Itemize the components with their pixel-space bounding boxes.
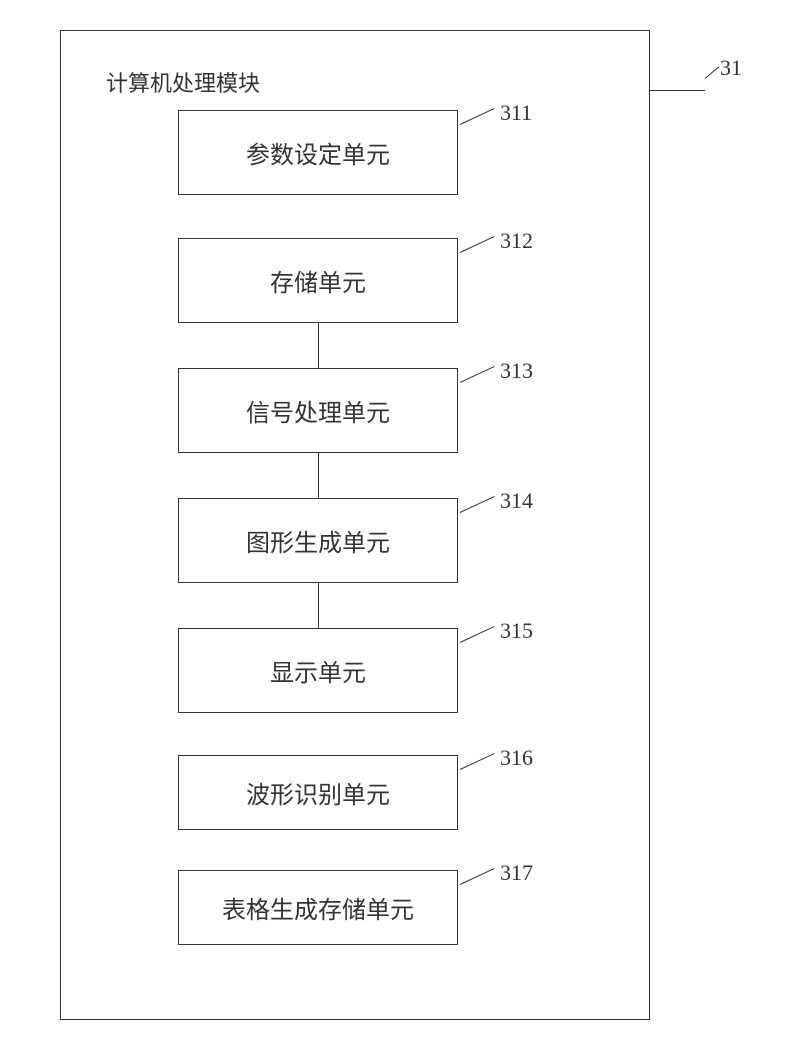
unit-box-313: 信号处理单元 [178,368,458,453]
leader-line-31-d [705,67,719,79]
unit-box-314: 图形生成单元 [178,498,458,583]
unit-box-311: 参数设定单元 [178,110,458,195]
ref-label-312: 312 [500,228,533,254]
ref-label-311: 311 [500,100,532,126]
unit-label-313: 信号处理单元 [246,393,390,428]
unit-box-312: 存储单元 [178,238,458,323]
unit-label-314: 图形生成单元 [246,523,390,558]
ref-label-316: 316 [500,745,533,771]
unit-box-316: 波形识别单元 [178,755,458,830]
unit-label-311: 参数设定单元 [246,135,390,170]
module-title: 计算机处理模块 [106,66,260,98]
unit-label-317: 表格生成存储单元 [222,890,414,925]
outer-label-31: 31 [720,55,742,81]
ref-label-313: 313 [500,358,533,384]
ref-label-317: 317 [500,860,533,886]
connector-312-313 [318,323,319,368]
connector-314-315 [318,583,319,628]
connector-313-314 [318,453,319,498]
unit-label-316: 波形识别单元 [246,775,390,810]
unit-label-315: 显示单元 [270,653,366,688]
unit-box-317: 表格生成存储单元 [178,870,458,945]
ref-label-315: 315 [500,618,533,644]
unit-box-315: 显示单元 [178,628,458,713]
unit-label-312: 存储单元 [270,263,366,298]
leader-line-31-h [650,90,705,91]
ref-label-314: 314 [500,488,533,514]
